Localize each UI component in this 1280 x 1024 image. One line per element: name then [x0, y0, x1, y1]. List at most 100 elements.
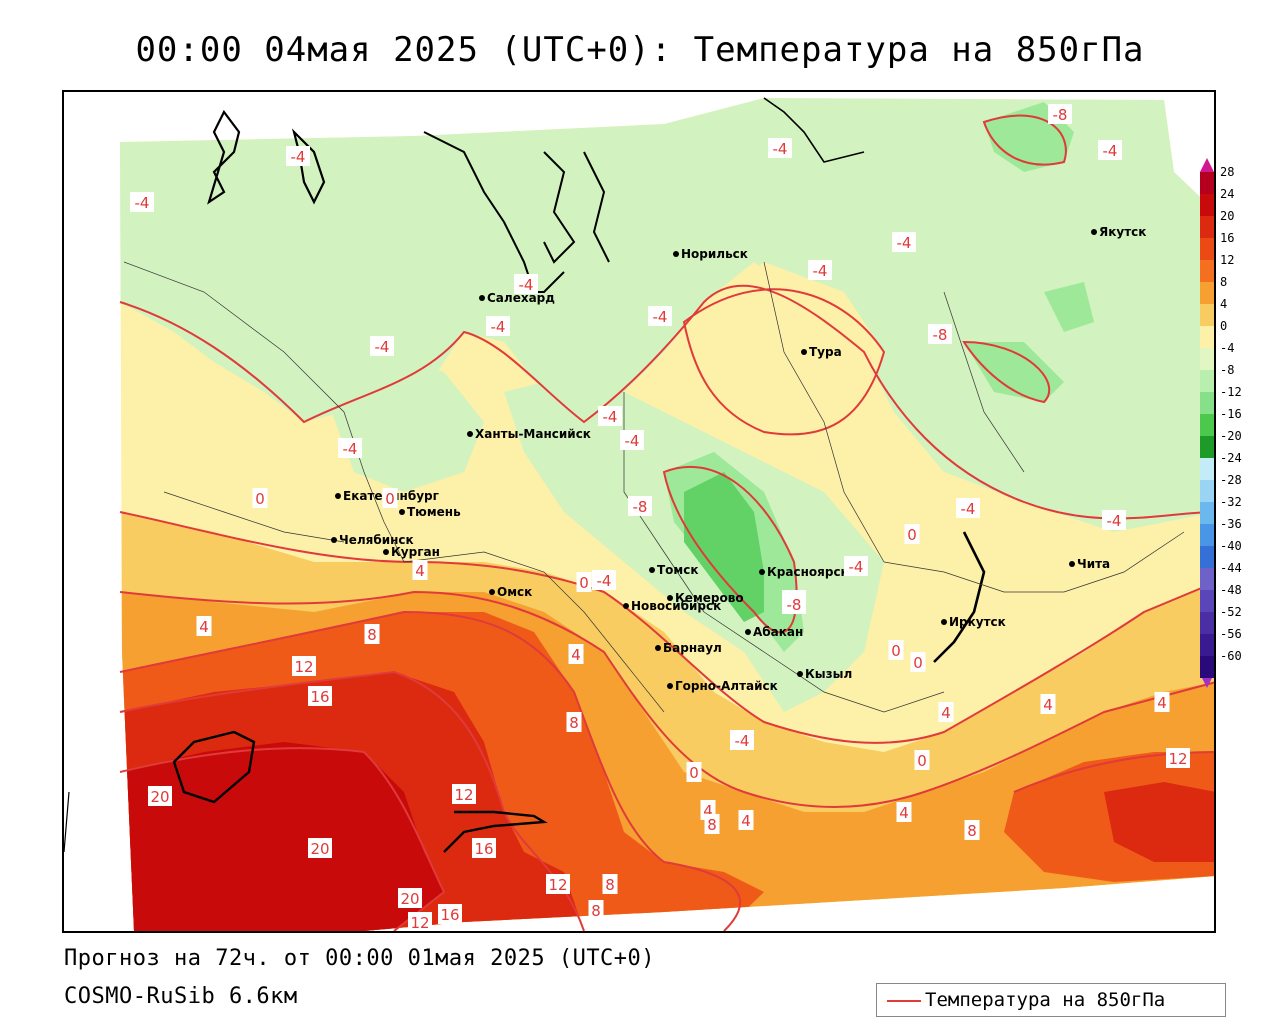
- city-dot: [941, 619, 947, 625]
- city-label: Челябинск: [339, 533, 414, 547]
- scale-label: -20: [1220, 429, 1242, 443]
- isotherm-label-text: -8: [933, 326, 948, 344]
- isotherm-label-bg: [964, 820, 980, 840]
- scale-swatch: [1200, 458, 1214, 480]
- isotherm-label-bg: [904, 524, 920, 544]
- isotherm-label-text: 0: [579, 574, 589, 592]
- isotherm-label-text: -4: [135, 194, 150, 212]
- isotherm-label-text: -4: [1103, 142, 1118, 160]
- isotherm-label: -4: [892, 232, 916, 252]
- isotherm-label: -4: [768, 138, 792, 158]
- isotherm-label-bg: [412, 560, 428, 580]
- scale-label: -48: [1220, 583, 1242, 597]
- isotherm-label: -4: [808, 260, 832, 280]
- isotherm-label: -4: [648, 306, 672, 326]
- city-marker: Тюмень: [399, 505, 461, 519]
- isotherm-label-bg: [252, 488, 268, 508]
- scale-swatch: [1200, 568, 1214, 590]
- isotherm-label-bg: [286, 146, 310, 166]
- scale-label: -12: [1220, 385, 1242, 399]
- city-label: Тура: [809, 345, 842, 359]
- isotherm-label-text: 8: [569, 714, 579, 732]
- city-dot: [399, 509, 405, 515]
- isotherm-label-bg: [514, 274, 538, 294]
- temperature-map[interactable]: Норильск Якутск Салехард Тура Ханты-Мансийск…: [62, 90, 1216, 933]
- city-label: Красноярск: [767, 565, 849, 579]
- isotherm-label: -4: [370, 336, 394, 356]
- city-marker: Курган: [383, 545, 440, 559]
- map-title: 00:00 04мая 2025 (UTC+0): Температура на…: [135, 30, 1145, 70]
- forecast-info: Прогноз на 72ч. от 00:00 01мая 2025 (UTC…: [64, 946, 656, 971]
- scale-label: 0: [1220, 319, 1228, 333]
- city-marker: Норильск: [673, 247, 748, 261]
- city-marker: Якутск: [1091, 225, 1146, 239]
- isotherm-label-text: -4: [343, 440, 358, 458]
- isotherm-label-bg: [628, 496, 652, 516]
- isotherm-lines: [119, 114, 1214, 931]
- city-label: Якутск: [1099, 225, 1146, 239]
- isotherm-label-text: 12: [294, 658, 313, 676]
- isotherm-label-text: -4: [375, 338, 390, 356]
- isotherm-label-bg: [1048, 104, 1072, 124]
- scale-swatch: [1200, 480, 1214, 502]
- scale-swatch: [1200, 656, 1214, 678]
- isotherm-label-bg: [370, 336, 394, 356]
- isotherm-label-text: 8: [367, 626, 377, 644]
- city-marker: Омск: [489, 585, 532, 599]
- city-marker: Томск: [649, 563, 699, 577]
- isotherm-label-bg: [730, 730, 754, 750]
- isotherm-label-text: 8: [591, 902, 601, 920]
- isotherm-label: 8: [364, 624, 380, 644]
- isotherm-label-bg: [892, 232, 916, 252]
- isotherm-label-text: -4: [849, 558, 864, 576]
- scale-label: 28: [1220, 165, 1235, 179]
- temperature-color-scale: 28 24 20 16 12 8 4 0 -4 -8 -12 -16 -20 -24 -28 -32 -36 -4…: [1198, 158, 1268, 688]
- city-label: Курган: [391, 545, 440, 559]
- isotherm-label: 4: [568, 644, 584, 664]
- isotherm-label-bg: [602, 874, 618, 894]
- isotherm-label-text: -4: [773, 140, 788, 158]
- city-dot: [489, 589, 495, 595]
- city-dot: [1069, 561, 1075, 567]
- isotherm-label-text: -4: [897, 234, 912, 252]
- scale-label: -36: [1220, 517, 1242, 531]
- isotherm-label: -4: [598, 406, 622, 426]
- scale-swatch: [1200, 172, 1214, 194]
- isotherm-label-bg: [308, 686, 332, 706]
- scale-swatch: [1200, 414, 1214, 436]
- isotherm-label-text: 4: [703, 802, 713, 820]
- city-dot: [479, 295, 485, 301]
- isotherm-label: -4: [1102, 510, 1126, 530]
- city-dot: [467, 431, 473, 437]
- city-dot: [383, 549, 389, 555]
- isotherm-label: -4: [338, 438, 362, 458]
- city-dot: [1091, 229, 1097, 235]
- isotherm-label-bg: [486, 316, 510, 336]
- isotherm-label-bg: [196, 616, 212, 636]
- scale-swatch: [1200, 260, 1214, 282]
- isotherm-label: 12: [546, 874, 570, 894]
- isotherm-label-text: -4: [291, 148, 306, 166]
- isotherm-label-text: 0: [913, 654, 923, 672]
- isotherm-label: -4: [956, 498, 980, 518]
- isotherm-label-text: -4: [735, 732, 750, 750]
- isotherm-label: 8: [588, 900, 604, 920]
- isotherm-label-bg: [808, 260, 832, 280]
- city-marker: Горно-Алтайск: [667, 679, 778, 693]
- isotherm-label: 16: [472, 838, 496, 858]
- isotherm-label: 8: [964, 820, 980, 840]
- isotherm-label-bg: [914, 750, 930, 770]
- isotherm-label-bg: [648, 306, 672, 326]
- scale-label: -8: [1220, 363, 1235, 377]
- city-markers: Норильск Якутск Салехард Тура Ханты-Мансийск…: [331, 225, 1146, 693]
- isotherm-label: 20: [308, 838, 332, 858]
- isotherm-label-bg: [1154, 692, 1170, 712]
- isotherm-label-bg: [292, 656, 316, 676]
- isotherm-label-text: -4: [597, 572, 612, 590]
- scale-swatch: [1200, 282, 1214, 304]
- city-dot: [667, 683, 673, 689]
- isotherm-label-text: -8: [787, 596, 802, 614]
- isotherm-label: -4: [730, 730, 754, 750]
- isotherm-label-text: 20: [400, 890, 419, 908]
- isotherm-label: -8: [928, 324, 952, 344]
